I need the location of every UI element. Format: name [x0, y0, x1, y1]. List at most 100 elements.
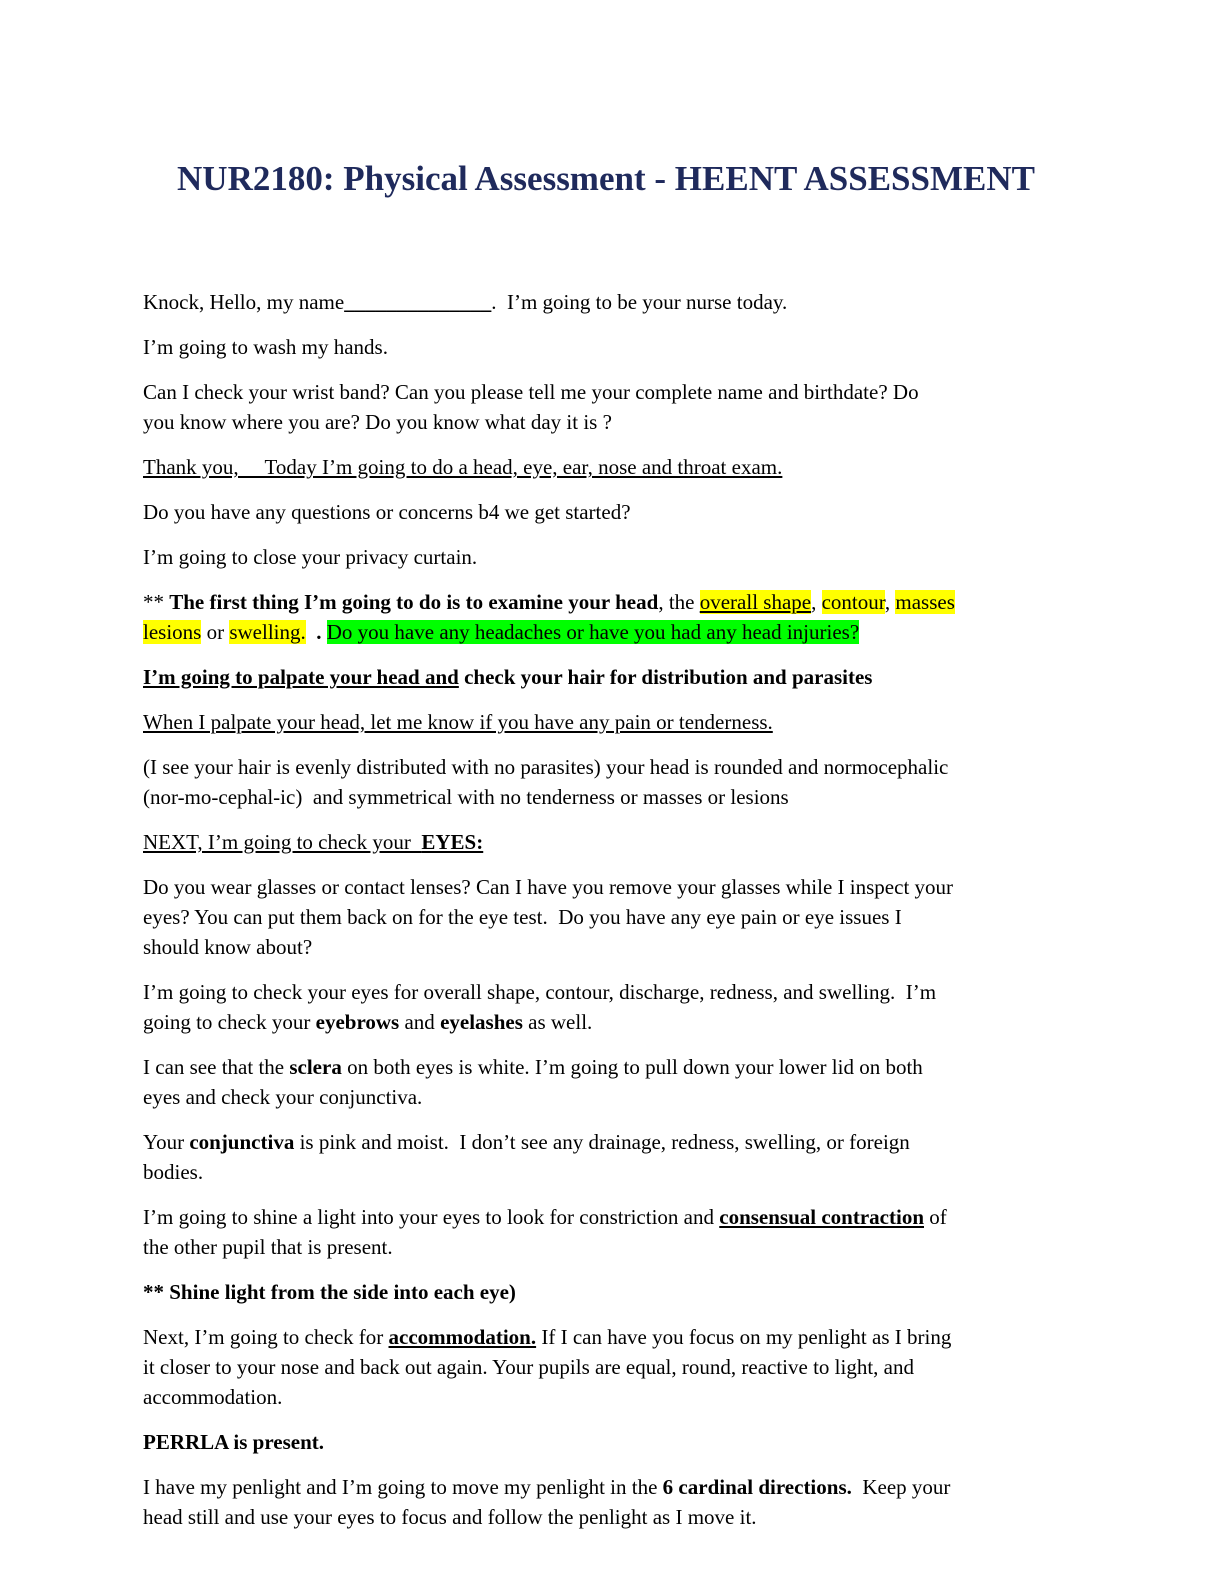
text-line: Next, I’m going to check for accommodati…: [143, 1322, 1083, 1352]
bold-text: The first thing I’m going to do is to ex…: [169, 590, 659, 614]
text-segment: Thank you, Today I’m going to do a head,…: [143, 455, 783, 479]
bold-text: ______________: [344, 290, 492, 314]
highlighted-text: masses: [895, 590, 955, 614]
text-segment: Your: [143, 1130, 190, 1154]
text-line: PERRLA is present.: [143, 1427, 1083, 1457]
text-line: I’m going to palpate your head and check…: [143, 662, 1083, 692]
highlighted-text: lesions: [143, 620, 202, 644]
text-segment: (nor-mo-cephal-ic) and symmetrical with …: [143, 785, 789, 809]
text-line: I’m going to check your eyes for overall…: [143, 977, 1083, 1007]
text-line: eyes and check your conjunctiva.: [143, 1082, 1083, 1112]
text-segment: If I can have you focus on my penlight a…: [536, 1325, 952, 1349]
highlighted-text: Do you have any headaches or have you ha…: [326, 620, 860, 644]
paragraph: Do you have any questions or concerns b4…: [143, 497, 1083, 527]
text-line: it closer to your nose and back out agai…: [143, 1352, 1083, 1382]
text-segment: Knock, Hello, my name: [143, 290, 345, 314]
text-segment: the other pupil that is present.: [143, 1235, 393, 1259]
text-line: I’m going to shine a light into your eye…: [143, 1202, 1083, 1232]
text-line: the other pupil that is present.: [143, 1232, 1083, 1262]
text-line: (I see your hair is evenly distributed w…: [143, 752, 1083, 782]
paragraph: Thank you, Today I’m going to do a head,…: [143, 452, 1083, 482]
text-segment: is pink and moist. I don’t see any drain…: [294, 1130, 910, 1154]
bold-text: check your hair for distribution and par…: [458, 665, 873, 689]
text-segment: should know about?: [143, 935, 313, 959]
text-line: lesions or swelling. . Do you have any h…: [143, 617, 1083, 647]
text-line: I’m going to wash my hands.: [143, 332, 1083, 362]
paragraph: When I palpate your head, let me know if…: [143, 707, 1083, 737]
text-line: Thank you, Today I’m going to do a head,…: [143, 452, 1083, 482]
text-segment: eyes? You can put them back on for the e…: [143, 905, 902, 929]
text-line: I have my penlight and I’m going to move…: [143, 1472, 1083, 1502]
document-body: Knock, Hello, my name______________. I’m…: [143, 287, 1083, 1547]
text-segment: I’m going to shine a light into your eye…: [143, 1205, 720, 1229]
paragraph: I’m going to wash my hands.: [143, 332, 1083, 362]
bold-text: eyebrows: [315, 1010, 400, 1034]
paragraph: I’m going to close your privacy curtain.: [143, 542, 1083, 572]
text-segment: bodies.: [143, 1160, 204, 1184]
text-segment: and: [399, 1010, 441, 1034]
text-line: (nor-mo-cephal-ic) and symmetrical with …: [143, 782, 1083, 812]
text-segment: going to check your: [143, 1010, 316, 1034]
text-segment: Can I check your wrist band? Can you ple…: [143, 380, 919, 404]
highlighted-text: contour: [821, 590, 885, 614]
paragraph: Do you wear glasses or contact lenses? C…: [143, 872, 1083, 962]
text-line: When I palpate your head, let me know if…: [143, 707, 1083, 737]
bold-text: sclera: [289, 1055, 342, 1079]
text-segment: I’m going to check your eyes for overall…: [143, 980, 937, 1004]
text-line: should know about?: [143, 932, 1083, 962]
bold-text: consensual contraction: [719, 1205, 924, 1229]
text-segment: . I’m going to be your nurse today.: [491, 290, 788, 314]
bold-text: .: [316, 620, 327, 644]
text-segment: I have my penlight and I’m going to move…: [143, 1475, 663, 1499]
text-line: I’m going to close your privacy curtain.: [143, 542, 1083, 572]
text-segment: ,: [884, 590, 896, 614]
text-segment: When I palpate your head, let me know if…: [143, 710, 773, 734]
text-segment: NEXT, I’m going to check your: [143, 830, 422, 854]
text-segment: I’m going to close your privacy curtain.: [143, 545, 478, 569]
text-segment: , the: [658, 590, 700, 614]
text-segment: (I see your hair is evenly distributed w…: [143, 755, 949, 779]
paragraph: I’m going to check your eyes for overall…: [143, 977, 1083, 1037]
paragraph: Can I check your wrist band? Can you ple…: [143, 377, 1083, 437]
text-line: eyes? You can put them back on for the e…: [143, 902, 1083, 932]
text-line: Can I check your wrist band? Can you ple…: [143, 377, 1083, 407]
bold-text: EYES:: [421, 830, 484, 854]
text-line: bodies.: [143, 1157, 1083, 1187]
text-segment: [306, 620, 317, 644]
paragraph: PERRLA is present.: [143, 1427, 1083, 1457]
highlighted-text: swelling.: [229, 620, 306, 644]
bold-text: conjunctiva: [189, 1130, 295, 1154]
text-segment: Next, I’m going to check for: [143, 1325, 389, 1349]
text-line: you know where you are? Do you know what…: [143, 407, 1083, 437]
text-segment: eyes and check your conjunctiva.: [143, 1085, 423, 1109]
bold-text: I’m going to palpate your head and: [143, 665, 459, 689]
text-line: Knock, Hello, my name______________. I’m…: [143, 287, 1083, 317]
bold-text: 6 cardinal directions.: [662, 1475, 852, 1499]
text-line: accommodation.: [143, 1382, 1083, 1412]
text-line: ** Shine light from the side into each e…: [143, 1277, 1083, 1307]
bold-text: PERRLA is present.: [143, 1430, 325, 1454]
text-segment: Do you have any questions or concerns b4…: [143, 500, 631, 524]
text-segment: you know where you are? Do you know what…: [143, 410, 612, 434]
text-line: NEXT, I’m going to check your EYES:: [143, 827, 1083, 857]
paragraph: I have my penlight and I’m going to move…: [143, 1472, 1083, 1532]
text-line: going to check your eyebrows and eyelash…: [143, 1007, 1083, 1037]
paragraph: (I see your hair is evenly distributed w…: [143, 752, 1083, 812]
bold-text: accommodation.: [388, 1325, 537, 1349]
paragraph: I can see that the sclera on both eyes i…: [143, 1052, 1083, 1112]
paragraph: I’m going to palpate your head and check…: [143, 662, 1083, 692]
text-segment: accommodation.: [143, 1385, 283, 1409]
text-segment: on both eyes is white. I’m going to pull…: [341, 1055, 923, 1079]
paragraph: ** The first thing I’m going to do is to…: [143, 587, 1083, 647]
paragraph: ** Shine light from the side into each e…: [143, 1277, 1083, 1307]
paragraph: Knock, Hello, my name______________. I’m…: [143, 287, 1083, 317]
text-segment: head still and use your eyes to focus an…: [143, 1505, 757, 1529]
text-line: Do you wear glasses or contact lenses? C…: [143, 872, 1083, 902]
paragraph: Next, I’m going to check for accommodati…: [143, 1322, 1083, 1412]
text-line: ** The first thing I’m going to do is to…: [143, 587, 1083, 617]
text-line: Do you have any questions or concerns b4…: [143, 497, 1083, 527]
text-segment: Keep your: [851, 1475, 951, 1499]
text-segment: Do you wear glasses or contact lenses? C…: [143, 875, 954, 899]
text-segment: of: [924, 1205, 947, 1229]
paragraph: Your conjunctiva is pink and moist. I do…: [143, 1127, 1083, 1187]
